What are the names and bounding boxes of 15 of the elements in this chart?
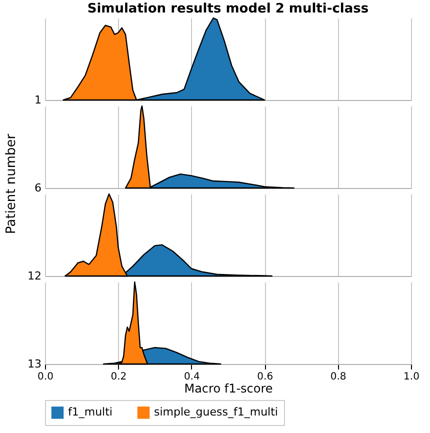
chart-title: Simulation results model 2 multi-class [87,1,369,16]
y-axis-title: 6 [34,182,42,194]
x-axis-title: Macro f1-score [184,382,273,396]
x-tick-label: 0.4 [184,372,200,382]
y-axis-title: 12 [28,270,42,282]
text: Patient number [4,134,19,234]
x-tick-label: 0.0 [38,372,54,382]
legend-label: simple_guess_f1_multi [154,406,278,419]
x-tick-label: 0.2 [110,372,127,382]
x-tick-label: 1.0 [404,372,420,382]
legend-label: f1_multi [68,406,112,419]
x-tick-label: 0.6 [257,372,274,382]
y-axis-title: 13 [28,358,42,370]
x-tick-label: 0.8 [330,372,346,382]
y-axis-title: 1 [34,94,42,106]
